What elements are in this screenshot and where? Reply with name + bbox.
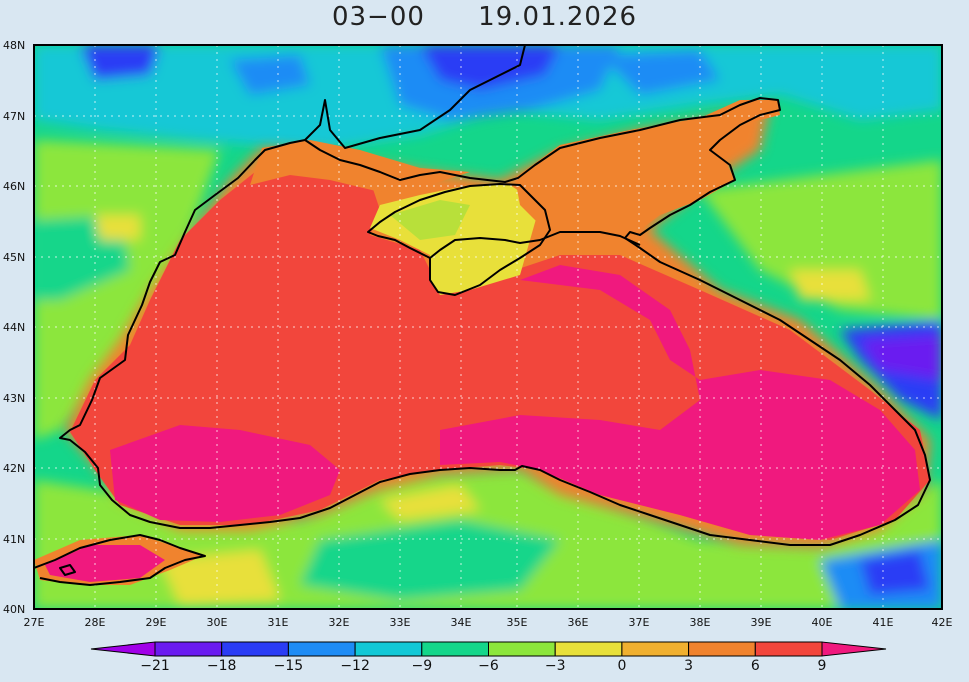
colorbar-label: −21 bbox=[140, 658, 170, 674]
forecast-date: 19.01.2026 bbox=[478, 2, 638, 32]
lat-label: 48N bbox=[3, 39, 25, 52]
coastline bbox=[34, 45, 931, 586]
lat-label: 46N bbox=[3, 180, 25, 193]
colorbar-segment bbox=[621, 641, 690, 657]
lon-label: 30E bbox=[207, 616, 228, 629]
lat-label: 40N bbox=[3, 603, 25, 616]
lon-label: 35E bbox=[507, 616, 528, 629]
colorbar-label: −3 bbox=[545, 658, 566, 674]
lat-label: 42N bbox=[3, 462, 25, 475]
lon-label: 27E bbox=[24, 616, 45, 629]
colorbar: −21 −18 −15 −12 −9 −6 −3 0 3 6 9 bbox=[90, 641, 887, 674]
colorbar-segment bbox=[354, 641, 423, 657]
colorbar-label: 0 bbox=[617, 658, 626, 674]
forecast-time: 03−00 bbox=[331, 2, 425, 32]
lon-axis: 27E 28E 29E 30E 31E 32E 33E 34E 35E 36E … bbox=[24, 616, 953, 629]
colorbar-segment bbox=[554, 641, 623, 657]
map-frame bbox=[33, 44, 943, 610]
colorbar-label: 9 bbox=[818, 658, 827, 674]
colorbar-segment bbox=[421, 641, 489, 657]
lat-axis: 48N 47N 46N 45N 44N 43N 42N 41N 40N bbox=[3, 39, 25, 616]
colorbar-label: 3 bbox=[684, 658, 693, 674]
colorbar-label: −15 bbox=[274, 658, 304, 674]
lon-label: 42E bbox=[932, 616, 953, 629]
lon-label: 33E bbox=[390, 616, 411, 629]
colorbar-label: −18 bbox=[207, 658, 237, 674]
lon-label: 40E bbox=[812, 616, 833, 629]
colorbar-label: −12 bbox=[340, 658, 370, 674]
colorbar-label: −6 bbox=[478, 658, 499, 674]
lon-label: 32E bbox=[329, 616, 350, 629]
colorbar-segment bbox=[287, 641, 356, 657]
lon-label: 38E bbox=[690, 616, 711, 629]
colorbar-segment bbox=[154, 641, 223, 657]
colorbar-segment bbox=[488, 641, 556, 657]
colorbar-segment bbox=[821, 641, 887, 657]
colorbar-label: 6 bbox=[751, 658, 760, 674]
lat-label: 45N bbox=[3, 251, 25, 264]
lon-label: 36E bbox=[568, 616, 589, 629]
map-title: 03−00 19.01.2026 bbox=[0, 2, 969, 38]
colorbar-segment bbox=[221, 641, 289, 657]
colorbar-segment bbox=[688, 641, 756, 657]
lon-label: 41E bbox=[873, 616, 894, 629]
lon-label: 31E bbox=[268, 616, 289, 629]
lat-label: 41N bbox=[3, 533, 25, 546]
colorbar-segment bbox=[754, 641, 823, 657]
lat-label: 44N bbox=[3, 321, 25, 334]
colorbar-label: −9 bbox=[411, 658, 432, 674]
lon-label: 29E bbox=[146, 616, 167, 629]
lon-label: 37E bbox=[629, 616, 650, 629]
lat-label: 43N bbox=[3, 392, 25, 405]
lon-label: 34E bbox=[451, 616, 472, 629]
colorbar-segment bbox=[90, 641, 156, 657]
lon-label: 28E bbox=[85, 616, 106, 629]
lat-label: 47N bbox=[3, 110, 25, 123]
lon-label: 39E bbox=[751, 616, 772, 629]
